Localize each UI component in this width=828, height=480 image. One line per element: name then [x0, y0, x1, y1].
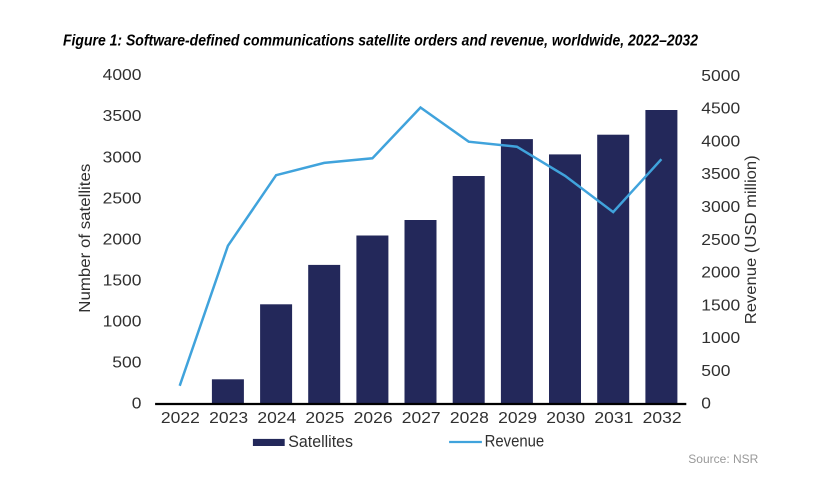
svg-text:1000: 1000: [103, 314, 142, 331]
svg-text:Satellites: Satellites: [288, 433, 353, 451]
svg-text:Figure 1: Software-defined com: Figure 1: Software-defined communication…: [63, 33, 698, 50]
svg-text:3500: 3500: [103, 108, 142, 125]
svg-text:Revenue: Revenue: [485, 433, 545, 451]
svg-text:2030: 2030: [546, 410, 585, 427]
svg-text:4500: 4500: [701, 101, 740, 118]
svg-text:Number of satellites: Number of satellites: [77, 164, 94, 313]
svg-text:500: 500: [112, 355, 141, 372]
svg-text:2029: 2029: [498, 410, 537, 427]
svg-text:0: 0: [132, 396, 142, 413]
svg-text:2032: 2032: [643, 410, 682, 427]
svg-text:2000: 2000: [701, 265, 740, 282]
svg-text:2022: 2022: [161, 410, 200, 427]
svg-text:2027: 2027: [402, 410, 441, 427]
svg-text:Source: NSR: Source: NSR: [688, 452, 758, 466]
svg-text:2024: 2024: [257, 410, 296, 427]
svg-text:4000: 4000: [701, 134, 740, 151]
svg-text:Revenue (USD million): Revenue (USD million): [743, 155, 760, 324]
svg-text:2025: 2025: [305, 410, 344, 427]
svg-text:2026: 2026: [354, 410, 393, 427]
svg-text:2028: 2028: [450, 410, 489, 427]
svg-text:3000: 3000: [103, 149, 142, 166]
svg-text:1500: 1500: [701, 297, 740, 314]
svg-text:2500: 2500: [701, 232, 740, 249]
svg-text:1000: 1000: [701, 330, 740, 347]
svg-text:3500: 3500: [701, 166, 740, 183]
svg-text:2000: 2000: [103, 231, 142, 248]
svg-text:3000: 3000: [701, 199, 740, 216]
svg-text:2500: 2500: [103, 190, 142, 207]
svg-text:2023: 2023: [209, 410, 248, 427]
svg-text:500: 500: [701, 363, 730, 380]
svg-text:2031: 2031: [594, 410, 633, 427]
svg-text:1500: 1500: [103, 273, 142, 290]
svg-text:4000: 4000: [103, 67, 142, 84]
svg-text:5000: 5000: [701, 68, 740, 85]
svg-text:0: 0: [701, 396, 711, 413]
